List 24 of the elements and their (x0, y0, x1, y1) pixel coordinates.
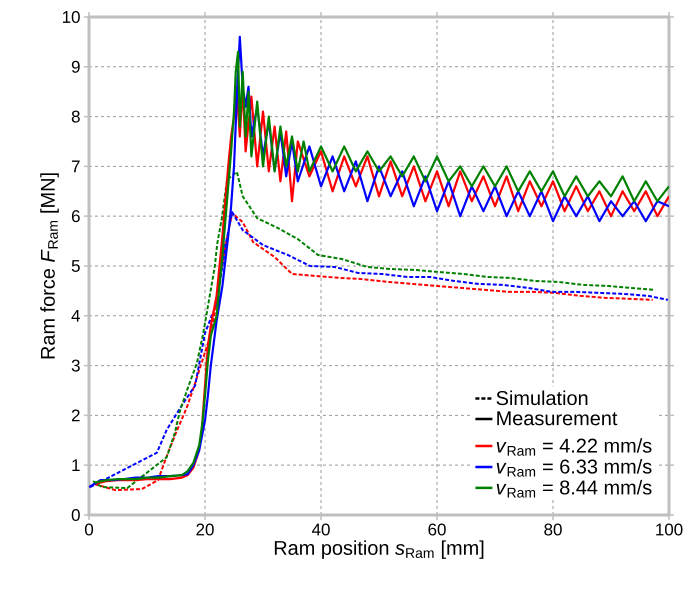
annotation: Measurement (497, 411, 618, 426)
legend-label: v$_{Ram}$ = 8.44 mm/s (496, 480, 652, 498)
legend-label: v$_{Ram}$ = 4.22 mm/s (496, 438, 652, 456)
y-tick-label: 4 (71, 310, 80, 322)
x-tick-label: 100 (656, 524, 682, 536)
legend-label: v$_{Ram}$ = 6.33 mm/s (496, 459, 652, 477)
x-tick-label: 40 (312, 524, 330, 536)
x-tick-label: 60 (428, 524, 446, 536)
x-tick-label: 20 (196, 524, 214, 536)
x-tick-label: 80 (544, 524, 562, 536)
y-tick-label: 0 (72, 508, 80, 521)
x-tick-label: 0 (84, 524, 94, 536)
y-tick-label: 2 (72, 409, 80, 422)
y-tick-label: 3 (72, 360, 80, 372)
y-tick-label: 6 (72, 210, 80, 222)
annotation: Simulation (496, 390, 588, 406)
y-tick-label: 1 (72, 459, 80, 472)
y-tick-label: 8 (72, 110, 80, 123)
y-tick-label: 10 (62, 10, 80, 23)
x-axis-title: Ram position s$_{Ram}$ [mm] (274, 540, 484, 559)
y-tick-label: 9 (72, 60, 80, 73)
y-tick-label: 5 (72, 260, 80, 272)
y-tick-label: 7 (72, 160, 80, 172)
y-axis-title: Ram force F$_{Ram}$ [MN] (40, 173, 59, 358)
